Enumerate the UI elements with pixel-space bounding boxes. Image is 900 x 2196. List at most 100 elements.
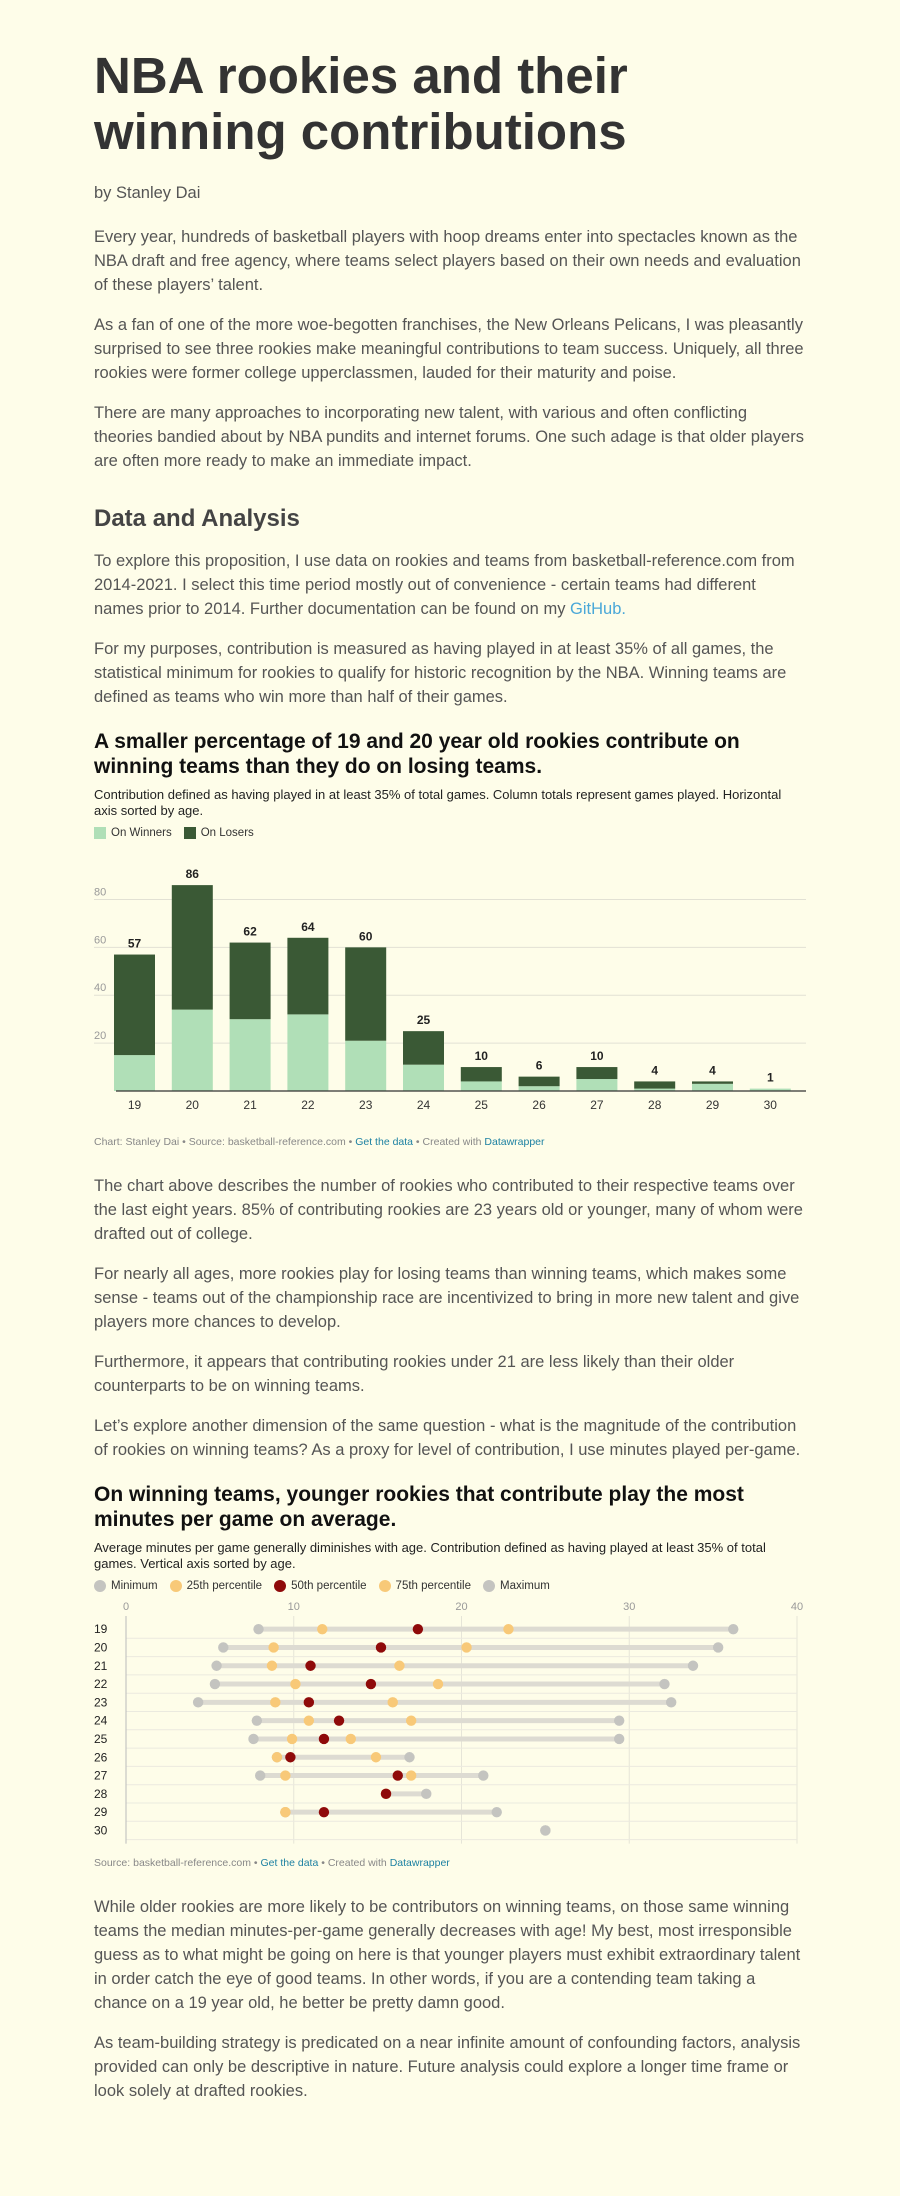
middle-paragraph: Furthermore, it appears that contributin…	[94, 1353, 735, 1395]
dot-p75	[280, 1806, 291, 1818]
bar-on-winners	[171, 1009, 213, 1091]
ending-paragraph: As team-building strategy is predicated …	[94, 2034, 801, 2100]
y-tick-label: 24	[94, 1714, 108, 1728]
x-tick-label: 0	[123, 1601, 129, 1613]
dot-maximum	[613, 1715, 625, 1726]
bar-on-winners	[749, 1088, 791, 1091]
bar-on-losers	[171, 885, 213, 1010]
bar-on-losers	[634, 1081, 676, 1089]
dot-maximum	[491, 1806, 502, 1818]
bar-on-winners	[403, 1064, 444, 1091]
bar-total-label: 64	[301, 920, 315, 934]
chart-2-subtitle: Average minutes per game generally dimin…	[94, 1540, 766, 1571]
bar-on-winners	[576, 1079, 618, 1091]
bar-total-label: 6	[536, 1059, 543, 1073]
chart-2-title: On winning teams, younger rookies that c…	[94, 1483, 744, 1531]
chart-1-footer-credit: Chart: Stanley Dai • Source: basketball-…	[94, 1136, 356, 1148]
dot-p50	[285, 1752, 296, 1763]
dot-p75	[345, 1733, 356, 1745]
dot-maximum	[712, 1642, 724, 1653]
get-the-data-link[interactable]: Get the data	[355, 1136, 414, 1148]
y-tick-label: 40	[94, 982, 106, 994]
data-paragraph-text: To explore this proposition, I use data …	[94, 552, 795, 618]
dot-p50	[318, 1733, 330, 1745]
chart-2-footer-mid: • Created with	[318, 1857, 390, 1869]
dot-p50	[375, 1642, 387, 1653]
intro-paragraph: There are many approaches to incorporati…	[94, 404, 804, 470]
x-tick-label: 40	[791, 1601, 803, 1613]
dot-p25	[286, 1733, 298, 1745]
x-tick-label: 20	[186, 1098, 200, 1112]
dot-maximum	[404, 1752, 415, 1763]
dot-p75	[387, 1697, 398, 1708]
legend-dot-p50	[274, 1580, 287, 1592]
bar-total-label: 4	[651, 1063, 658, 1077]
x-tick-label: 23	[359, 1098, 373, 1112]
dot-p50	[412, 1623, 424, 1635]
legend-dot-p75	[378, 1580, 391, 1592]
legend-label-p25: 25th percentile	[186, 1580, 263, 1592]
legend-swatch-winners	[94, 827, 106, 839]
x-tick-label: 24	[417, 1098, 431, 1112]
x-tick-label: 29	[706, 1098, 720, 1112]
dot-minimum	[209, 1678, 221, 1690]
datawrapper-link[interactable]: Datawrapper	[389, 1857, 450, 1869]
y-tick-label: 26	[94, 1750, 108, 1764]
ending-paragraph: While older rookies are more likely to b…	[94, 1898, 801, 2012]
dot-maximum	[728, 1623, 739, 1635]
y-tick-label: 20	[94, 1030, 106, 1042]
legend-item-winners: On Winners	[94, 827, 172, 839]
legend-item-minimum: Minimum	[94, 1580, 158, 1592]
bar-total-label: 4	[709, 1063, 716, 1077]
y-tick-label: 27	[94, 1769, 108, 1783]
chart-1-title: A smaller percentage of 19 and 20 year o…	[94, 730, 740, 778]
github-link[interactable]: GitHub.	[570, 600, 626, 618]
dot-p50	[365, 1678, 377, 1690]
bar-on-losers	[229, 942, 271, 1020]
chart-1-subtitle: Contribution defined as having played in…	[94, 787, 782, 818]
dot-p25	[270, 1697, 281, 1708]
chart-2-footer-credit: Source: basketball-reference.com •	[94, 1857, 261, 1869]
dot-p25	[290, 1678, 301, 1690]
dot-p75	[432, 1678, 444, 1690]
legend-label-minimum: Minimum	[111, 1580, 158, 1592]
y-tick-label: 22	[94, 1677, 108, 1691]
dot-maximum	[665, 1697, 677, 1708]
bar-total-label: 86	[186, 867, 200, 881]
legend-item-maximum: Maximum	[483, 1580, 550, 1592]
get-the-data-link[interactable]: Get the data	[260, 1857, 319, 1869]
page-title: NBA rookies and their winning contributi…	[94, 47, 628, 160]
x-tick-label: 25	[475, 1098, 489, 1112]
middle-paragraph: Let’s explore another dimension of the s…	[94, 1417, 801, 1459]
legend-dot-p25	[169, 1580, 182, 1592]
legend-dot-maximum	[483, 1580, 495, 1592]
legend-item-p25: 25th percentile	[169, 1580, 263, 1592]
datawrapper-link[interactable]: Datawrapper	[484, 1136, 545, 1148]
dot-p25	[280, 1770, 291, 1781]
dot-p25	[271, 1752, 283, 1763]
legend-label-losers: On Losers	[200, 827, 254, 839]
chart-1-footer: Chart: Stanley Dai • Source: basketball-…	[94, 1136, 806, 1148]
dot-p75	[503, 1623, 514, 1635]
y-tick-label: 28	[94, 1787, 108, 1801]
bar-on-losers	[692, 1081, 733, 1084]
bar-on-winners	[114, 1055, 155, 1091]
y-tick-label: 25	[94, 1732, 108, 1746]
middle-paragraph: The chart above describes the number of …	[94, 1177, 803, 1243]
range-dot-chart: 0 10 20 30 40 19 20 21 22 23 24 25 26 27 28 29 30	[94, 1601, 803, 1844]
bar-on-winners	[460, 1081, 502, 1091]
dot-p50	[392, 1770, 403, 1781]
x-tick-label: 26	[532, 1098, 546, 1112]
bar-on-winners	[518, 1086, 560, 1091]
data-paragraph: To explore this proposition, I use data …	[94, 549, 806, 621]
intro-paragraph: Every year, hundreds of basketball playe…	[94, 228, 801, 294]
dot-minimum	[253, 1623, 264, 1635]
legend-item-p75: 75th percentile	[378, 1580, 471, 1592]
dot-minimum	[192, 1697, 204, 1708]
legend-dot-minimum	[94, 1580, 106, 1592]
chart-1-footer-mid: • Created with	[413, 1136, 485, 1148]
bar-on-winners	[287, 1014, 329, 1091]
y-tick-label: 80	[94, 886, 106, 898]
dot-p75	[461, 1642, 472, 1653]
bar-on-winners	[229, 1019, 271, 1091]
